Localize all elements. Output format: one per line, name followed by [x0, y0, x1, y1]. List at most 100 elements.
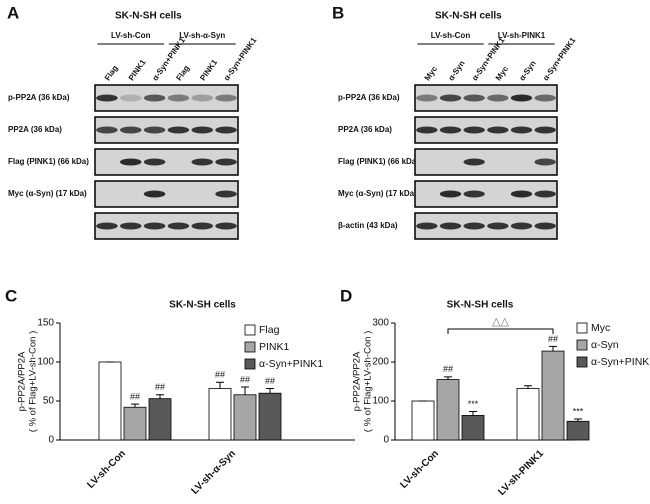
- error-bar: [574, 418, 582, 422]
- significance-label: ##: [443, 364, 453, 374]
- band: [463, 222, 485, 230]
- row-label: p-PP2A (36 kDa): [8, 93, 70, 102]
- group-label: LV-sh-Con: [111, 31, 151, 40]
- band: [96, 222, 118, 230]
- bar: [148, 398, 172, 441]
- lane-label: Flag: [174, 64, 191, 83]
- legend-swatch: [576, 356, 588, 368]
- row-label: Flag (PINK1) (66 kDa): [8, 157, 89, 166]
- bracket-label: △△: [492, 316, 509, 328]
- band: [439, 190, 462, 198]
- y-axis-label: p-PP2A/PP2A: [17, 351, 28, 411]
- row-label: p-PP2A (36 kDa): [338, 93, 400, 102]
- panel-letter: D: [340, 286, 352, 305]
- band: [96, 126, 118, 134]
- blot-strip: [414, 148, 558, 176]
- lane-label: Flag: [103, 64, 120, 83]
- row-label: Flag (PINK1) (66 kDa): [338, 157, 419, 166]
- blot-strip: [94, 84, 239, 112]
- band: [120, 222, 142, 230]
- band: [416, 222, 438, 230]
- group-label: LV-sh-PINK1: [498, 31, 546, 40]
- band: [416, 94, 438, 102]
- band: [167, 94, 190, 102]
- panel-letter: A: [7, 3, 19, 22]
- bar: [566, 420, 590, 441]
- y-tick-label: 50: [43, 396, 55, 407]
- y-axis-label: ( % of Flag+LV-sh-Con ): [28, 331, 39, 432]
- error-bar: [131, 403, 139, 408]
- row-label: PP2A (36 kDa): [8, 125, 62, 134]
- bar: [516, 388, 540, 441]
- x-tick-label: LV-sh-Con: [398, 448, 441, 491]
- y-tick-label: 200: [372, 357, 389, 368]
- bar: [98, 361, 122, 441]
- bar: [436, 379, 460, 441]
- band: [534, 222, 556, 230]
- y-tick-label: 300: [372, 318, 389, 329]
- legend-label: PINK1: [259, 341, 290, 353]
- band: [439, 126, 462, 134]
- legend-label: α-Syn: [591, 339, 619, 351]
- group-label: LV-sh-Con: [431, 31, 471, 40]
- lane-label: α-Syn: [517, 59, 537, 82]
- band: [463, 190, 485, 198]
- legend-label: Myc: [591, 322, 610, 334]
- bar: [461, 415, 485, 441]
- band: [463, 158, 485, 166]
- panel-letter: C: [5, 286, 17, 305]
- y-axis-label: p-PP2A/PP2A: [352, 351, 363, 411]
- legend-label: α-Syn+PINK1: [591, 356, 650, 368]
- error-bar: [241, 386, 249, 395]
- blot-strip: [414, 84, 558, 112]
- chart-title: SK-N-SH cells: [447, 300, 514, 311]
- band: [534, 190, 556, 198]
- significance-label: ##: [240, 374, 250, 384]
- blot-strip: [94, 148, 239, 176]
- band: [463, 126, 485, 134]
- band: [510, 190, 533, 198]
- x-tick-label: LV-sh-Con: [85, 448, 128, 491]
- band: [215, 158, 237, 166]
- lane-label: Myc: [494, 64, 511, 82]
- lane-label: α-Syn: [446, 59, 466, 82]
- bar: [208, 388, 232, 441]
- band: [191, 158, 213, 166]
- y-tick-label: 100: [372, 396, 389, 407]
- y-tick-label: 0: [383, 435, 389, 446]
- lane-label: α-Syn+PINK1: [541, 35, 578, 82]
- band: [439, 94, 462, 102]
- panel-title: SK-N-SH cells: [115, 11, 182, 22]
- band: [215, 94, 237, 102]
- band: [416, 126, 438, 134]
- bar: [233, 394, 257, 441]
- error-bar: [444, 376, 452, 380]
- error-bar: [524, 385, 532, 389]
- band: [120, 94, 142, 102]
- chart-title: SK-N-SH cells: [169, 300, 236, 311]
- y-tick-label: 0: [48, 435, 54, 446]
- blot-strip: [94, 116, 239, 144]
- band: [143, 158, 166, 166]
- band: [534, 158, 556, 166]
- band: [439, 222, 462, 230]
- significance-label: ##: [130, 391, 140, 401]
- band: [510, 126, 533, 134]
- bar: [541, 350, 565, 441]
- blot-strip: [414, 116, 558, 144]
- significance-label: ##: [215, 370, 225, 380]
- band: [167, 222, 190, 230]
- error-bar: [266, 388, 274, 394]
- band: [487, 126, 509, 134]
- bar: [258, 392, 282, 441]
- blot-strip: [414, 180, 558, 208]
- panel-title: SK-N-SH cells: [435, 11, 502, 22]
- error-bar: [156, 394, 164, 399]
- row-label: β-actin (43 kDa): [338, 221, 398, 230]
- y-tick-label: 100: [37, 357, 54, 368]
- legend-swatch: [244, 324, 256, 336]
- band: [143, 126, 166, 134]
- error-bar: [469, 411, 477, 416]
- blot-strip: [414, 212, 558, 240]
